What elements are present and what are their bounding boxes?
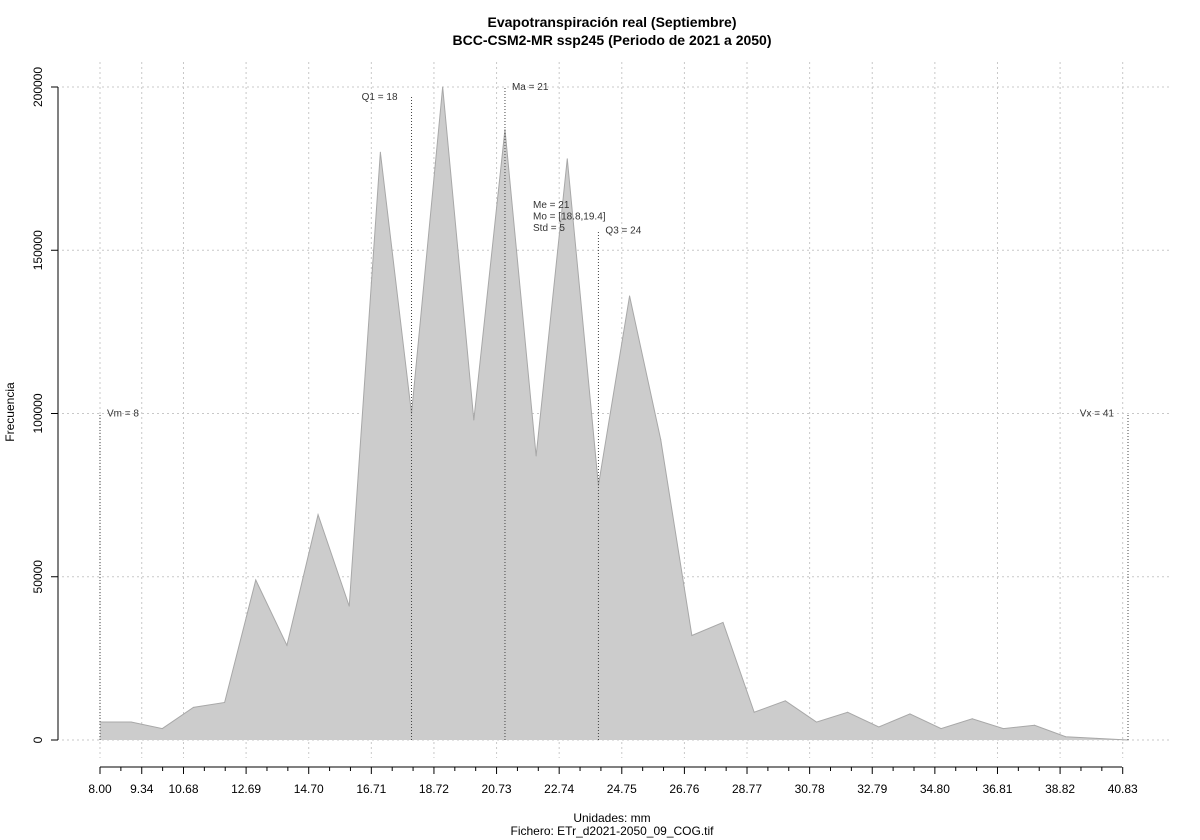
x-tick-label: 38.82	[1045, 782, 1075, 796]
data-point	[535, 455, 537, 457]
stat-label: Q3 = 24	[605, 226, 641, 237]
data-point	[161, 728, 163, 730]
data-point	[1034, 724, 1036, 726]
x-tick-label: 12.69	[231, 782, 261, 796]
data-point	[722, 621, 724, 623]
x-tick-label: 34.80	[920, 782, 950, 796]
data-point	[847, 711, 849, 713]
x-tick-label: 28.77	[732, 782, 762, 796]
data-point	[909, 713, 911, 715]
x-tick-label: 9.34	[130, 782, 154, 796]
data-point	[379, 151, 381, 153]
x-tick-label: 18.72	[419, 782, 449, 796]
data-point	[1002, 728, 1004, 730]
data-point	[878, 726, 880, 728]
stat-label: Vm = 8	[107, 409, 139, 420]
frequency-area	[100, 87, 1128, 740]
y-tick-label: 0	[31, 736, 45, 743]
y-tick-label: 200000	[31, 67, 45, 107]
x-tick-label: 22.74	[544, 782, 574, 796]
stats-text: Mo = [18.8,19.4]	[533, 211, 606, 222]
chart-title: Evapotranspiración real (Septiembre)	[488, 14, 737, 30]
data-point	[317, 514, 319, 516]
data-point	[1096, 737, 1098, 739]
y-tick-label: 50000	[31, 560, 45, 594]
stat-label: Vx = 41	[1080, 409, 1115, 420]
data-point	[442, 86, 444, 88]
data-point	[629, 295, 631, 297]
x-tick-label: 8.00	[88, 782, 112, 796]
stat-label: Ma = 21	[512, 82, 549, 93]
stats-text: Me = 21	[533, 200, 570, 211]
x-tick-label: 14.70	[294, 782, 324, 796]
data-point	[224, 701, 226, 703]
x-axis-label: Unidades: mm	[573, 811, 650, 825]
data-point	[130, 721, 132, 723]
x-tick-label: 20.73	[482, 782, 512, 796]
data-point	[691, 635, 693, 637]
data-point	[940, 728, 942, 730]
data-point	[660, 439, 662, 441]
annotations: Vm = 8 Q1 = 18 Ma = 21 Q3 = 24 Vx = 41 Me = 2…	[99, 82, 1129, 740]
data-point	[784, 700, 786, 702]
data-point	[566, 158, 568, 160]
x-tick-label: 36.81	[982, 782, 1012, 796]
chart-subtitle: BCC-CSM2-MR ssp245 (Periodo de 2021 a 20…	[453, 32, 772, 48]
histogram-area	[99, 86, 1129, 741]
x-tick-label: 32.79	[857, 782, 887, 796]
x-tick-label: 10.68	[168, 782, 198, 796]
y-tick-label: 150000	[31, 230, 45, 270]
data-point	[971, 718, 973, 720]
data-point	[348, 605, 350, 607]
stats-text: Std = 5	[533, 223, 565, 234]
frequency-line	[100, 86, 1129, 741]
stat-label: Q1 = 18	[362, 92, 398, 103]
y-tick-label: 100000	[31, 393, 45, 433]
x-tick-label: 40.83	[1108, 782, 1138, 796]
data-point	[815, 721, 817, 723]
x-tick-label: 26.76	[669, 782, 699, 796]
x-tick-label: 24.75	[607, 782, 637, 796]
data-point	[411, 413, 413, 414]
chart-caption: Fichero: ETr_d2021-2050_09_COG.tif	[511, 824, 715, 838]
x-tick-label: 30.78	[795, 782, 825, 796]
data-point	[286, 644, 288, 646]
data-point	[192, 706, 194, 708]
data-point	[473, 419, 475, 421]
data-point	[753, 711, 755, 713]
data-point	[597, 484, 599, 486]
x-tick-label: 16.71	[356, 782, 386, 796]
y-axis-label: Frecuencia	[3, 382, 17, 442]
data-point	[504, 128, 506, 130]
axes: 8.00 9.34 10.68 12.69 14.70 16.71 18.72 20.73 22…	[31, 67, 1138, 796]
data-point	[255, 579, 257, 581]
data-point	[1065, 736, 1067, 738]
